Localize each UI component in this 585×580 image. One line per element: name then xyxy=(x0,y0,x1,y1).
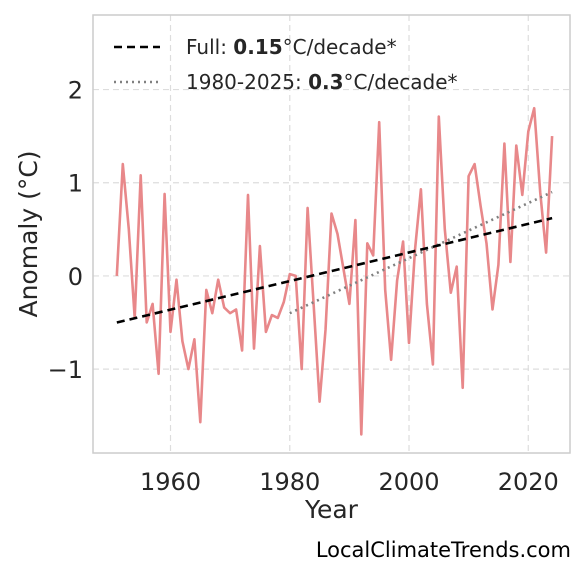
y-tick-label: 2 xyxy=(68,77,83,105)
grid xyxy=(93,15,570,453)
legend-full-label: Full: 0.15°C/decade* xyxy=(186,35,397,59)
site-credit: LocalClimateTrends.com xyxy=(315,538,571,562)
x-axis-label: Year xyxy=(304,495,359,524)
legend-recent-prefix: 1980-2025: xyxy=(186,70,308,94)
x-tick-label: 1980 xyxy=(259,468,320,496)
y-tick-label: 0 xyxy=(68,263,83,291)
ticks: 1960 1980 2000 2020 −1 0 1 2 xyxy=(48,77,559,496)
legend: Full: 0.15°C/decade*1980-2025: 0.3°C/dec… xyxy=(114,35,458,94)
x-tick-label: 2020 xyxy=(498,468,559,496)
x-tick-label: 2000 xyxy=(378,468,439,496)
legend-full-rate: 0.15 xyxy=(233,35,282,59)
legend-recent-rate: 0.3 xyxy=(308,70,343,94)
marks xyxy=(115,106,554,436)
x-tick-label: 1960 xyxy=(140,468,201,496)
y-tick-label: −1 xyxy=(48,356,83,384)
legend-full-prefix: Full: xyxy=(186,35,233,59)
y-tick-label: 1 xyxy=(68,170,83,198)
legend-recent-label: 1980-2025: 0.3°C/decade* xyxy=(186,70,458,94)
legend-full-unit: °C/decade* xyxy=(283,35,397,59)
plot-frame xyxy=(92,14,571,454)
full-trend-line xyxy=(116,216,553,324)
recent-trend-line xyxy=(289,190,553,315)
anomaly-series-line xyxy=(115,106,554,436)
y-axis-label: Anomaly (°C) xyxy=(14,150,43,317)
legend-recent-unit: °C/decade* xyxy=(344,70,458,94)
